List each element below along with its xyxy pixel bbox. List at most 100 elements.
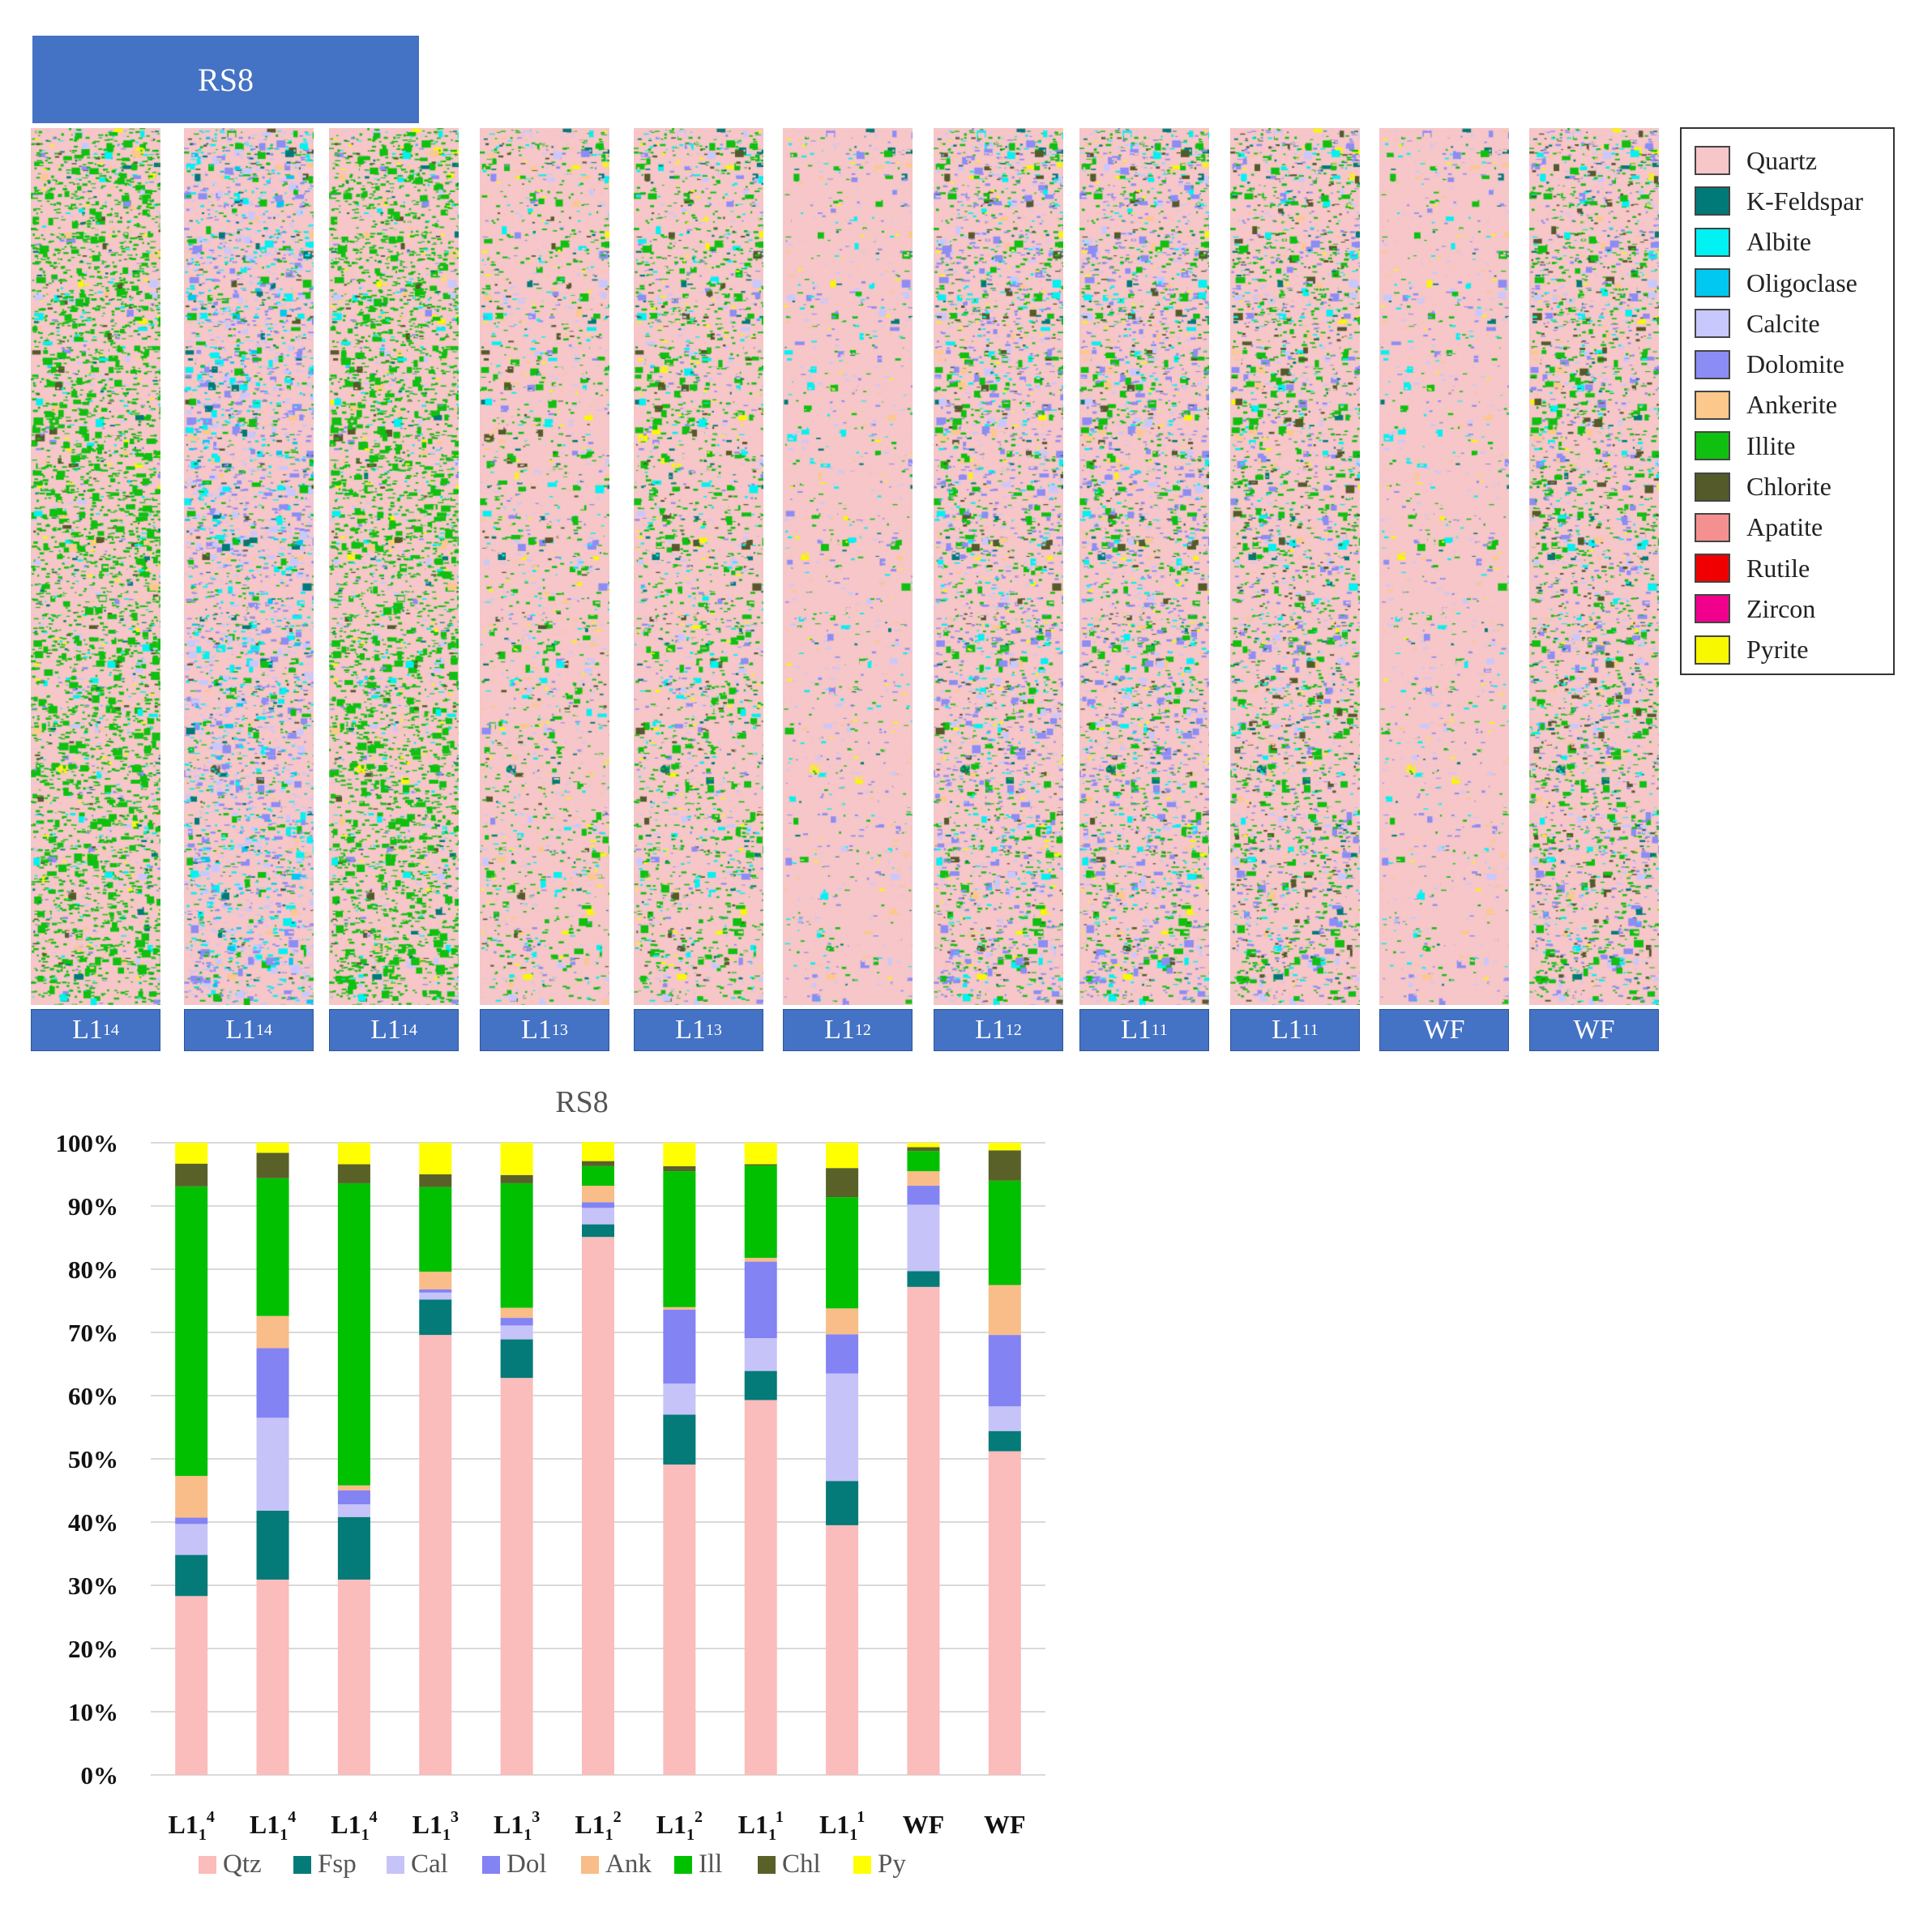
legend-swatch-dol <box>482 1856 500 1874</box>
mineral-map-strip <box>1529 128 1659 1005</box>
bar-segment-py <box>988 1143 1021 1151</box>
bar-segment-fsp <box>419 1299 452 1336</box>
y-tick-label: 40% <box>68 1508 118 1537</box>
strip-label-base: L1 <box>370 1015 401 1045</box>
legend-item: Rutile <box>1695 548 1893 588</box>
bar-segment-qtz <box>744 1400 777 1775</box>
bar-segment-ill <box>907 1151 940 1172</box>
bar-segment-chl <box>988 1150 1021 1181</box>
x-tick-label: L112 <box>656 1808 703 1844</box>
bar-segment-chl <box>744 1164 777 1166</box>
strip-label-sup: 3 <box>713 1020 722 1039</box>
y-tick-label: 60% <box>68 1382 118 1410</box>
legend-item: Oligoclase <box>1695 263 1893 303</box>
legend-label: Fsp <box>318 1849 357 1879</box>
bar-segment-py <box>663 1143 696 1166</box>
mineral-map-strip <box>480 128 609 1005</box>
y-tick-label: 90% <box>68 1192 118 1221</box>
strip-label-sup: 2 <box>862 1020 871 1039</box>
bar-segment-cal <box>256 1418 289 1511</box>
bar-segment-cal <box>419 1292 452 1300</box>
bar-segment-py <box>500 1143 533 1175</box>
bar-segment-qtz <box>826 1524 859 1775</box>
strip-label: L1 1 1 <box>1079 1009 1209 1051</box>
bar-segment-cal <box>826 1373 859 1482</box>
bar-segment-cal <box>663 1383 696 1415</box>
bar-segment-chl <box>256 1152 289 1178</box>
strip-label-sub: 1 <box>854 1020 863 1039</box>
x-tick-sub: 1 <box>768 1826 776 1844</box>
bar-segment-chl <box>582 1161 614 1166</box>
legend-label: Rutile <box>1746 553 1810 583</box>
x-tick-label: L111 <box>738 1808 784 1844</box>
bar-segment-cal <box>582 1208 614 1225</box>
strip-label: L1 1 2 <box>934 1009 1063 1051</box>
strip-label-base: L1 <box>975 1015 1006 1045</box>
bar-segment-ill <box>744 1165 777 1258</box>
legend-swatch <box>1695 431 1730 461</box>
bar-segment-ank <box>419 1272 452 1289</box>
strip-label-sub: 1 <box>551 1020 560 1039</box>
strip-label-sub: 1 <box>400 1020 409 1039</box>
strip-label: L1 1 4 <box>184 1009 314 1051</box>
x-tick-base: L1 <box>250 1810 280 1839</box>
bar-segment-ank <box>988 1285 1021 1336</box>
bar-segment-ill <box>175 1186 208 1477</box>
bar-segment-qtz <box>663 1465 696 1775</box>
strip-label-sup: 4 <box>110 1020 119 1039</box>
legend-label: Chlorite <box>1746 472 1832 502</box>
x-tick-base: WF <box>903 1810 945 1839</box>
legend-label: Calcite <box>1746 308 1820 338</box>
legend-label: Quartz <box>1746 145 1818 175</box>
mineral-map-strip <box>634 128 763 1005</box>
strip-label-sup: 4 <box>408 1020 417 1039</box>
x-tick-base: L1 <box>331 1810 361 1839</box>
bar-segment-dol <box>175 1517 208 1524</box>
bar-segment-fsp <box>663 1414 696 1465</box>
x-tick-base: L1 <box>494 1810 524 1839</box>
legend-swatch-fsp <box>293 1856 311 1874</box>
strip-label-sub: 1 <box>255 1020 264 1039</box>
strip-label-sub: 1 <box>1302 1020 1310 1039</box>
legend-label: Ank <box>605 1849 652 1879</box>
strip-label-base: L1 <box>225 1015 256 1045</box>
legend-swatch-chl <box>758 1856 776 1874</box>
x-tick-base: WF <box>984 1810 1026 1839</box>
y-tick-label: 0% <box>81 1761 119 1790</box>
strip-label-base: L1 <box>1121 1015 1152 1045</box>
legend-label: Dol <box>507 1849 547 1879</box>
mineral-map-strip <box>934 128 1063 1005</box>
legend-item: Albite <box>1695 222 1893 263</box>
bar-segment-cal <box>175 1524 208 1555</box>
bar-segment-py <box>744 1143 777 1165</box>
legend-label: Illite <box>1746 430 1796 460</box>
bar-segment-ank <box>744 1257 777 1262</box>
bar-segment-ill <box>663 1171 696 1307</box>
bar-segment-dol <box>826 1334 859 1374</box>
legend-label: K-Feldspar <box>1746 186 1863 216</box>
x-tick-sup: 4 <box>288 1808 296 1826</box>
mineral-map-strip <box>1230 128 1360 1005</box>
x-tick-base: L1 <box>575 1810 605 1839</box>
legend-item: Quartz <box>1695 140 1893 181</box>
bar-segment-ank <box>500 1307 533 1319</box>
bar-segment-ank <box>826 1308 859 1335</box>
stacked-bar-chart: RS80%10%20%30%40%50%60%70%80%90%100%L114… <box>56 1085 1045 1879</box>
strip-label-base: L1 <box>675 1015 706 1045</box>
bar-segment-qtz <box>175 1596 208 1775</box>
bar-segment-chl <box>337 1164 370 1183</box>
mineral-legend: Quartz K-Feldspar Albite Oligoclase Calcite D… <box>1680 127 1895 675</box>
bar-segment-fsp <box>256 1510 289 1580</box>
strip-label: L1 1 2 <box>783 1009 913 1051</box>
legend-label: Ill <box>699 1849 722 1879</box>
bar-segment-py <box>175 1143 208 1164</box>
mineral-map-strip <box>783 128 913 1005</box>
strip-label: WF <box>1379 1009 1509 1051</box>
strip-label-sub: 1 <box>102 1020 111 1039</box>
x-tick-sup: 3 <box>451 1808 459 1826</box>
legend-item: K-Feldspar <box>1695 181 1893 221</box>
y-tick-label: 20% <box>68 1635 118 1663</box>
bar-segment-dol <box>500 1318 533 1326</box>
strip-label: L1 1 4 <box>329 1009 459 1051</box>
strip-label-base: WF <box>1573 1015 1615 1045</box>
